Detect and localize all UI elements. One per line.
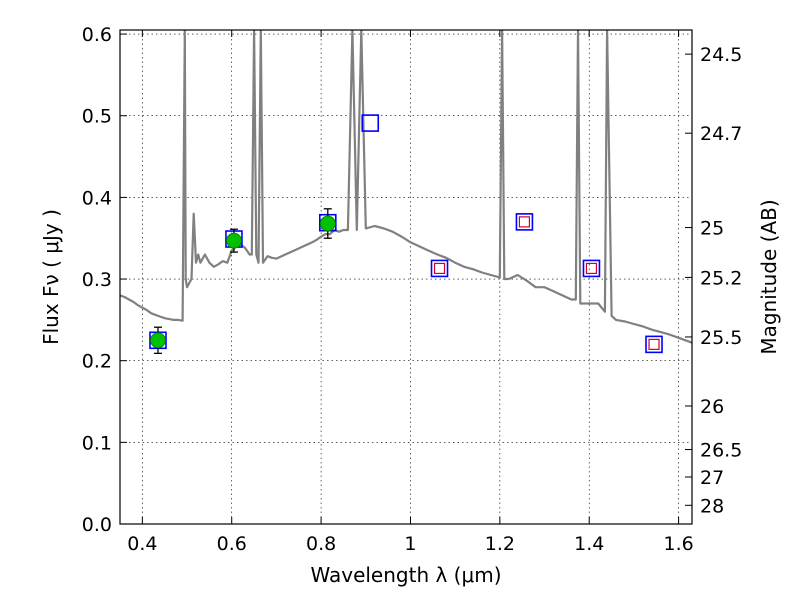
y-tick-label: 0.2 — [82, 351, 112, 373]
y-tick-label: 0.5 — [82, 106, 112, 128]
observed-flux-point — [226, 232, 242, 249]
y-tick-label: 0.0 — [82, 514, 112, 536]
model-flux-square — [515, 213, 534, 231]
mag-tick-label: 27 — [700, 467, 724, 489]
y2-axis-label: Magnitude (AB) — [757, 199, 781, 354]
model-flux-square — [582, 259, 601, 278]
mag-tick-label: 26.5 — [700, 440, 742, 462]
y-tick-label: 0.3 — [82, 269, 112, 291]
upper-limit-square — [518, 216, 531, 228]
mag-tick-label: 25 — [700, 218, 724, 240]
marker-layer — [149, 114, 663, 354]
y-tick-label: 0.4 — [82, 187, 112, 209]
mag-tick-label: 24.7 — [700, 123, 742, 145]
observed-flux-point — [150, 332, 166, 349]
x-tick-label: 0.6 — [217, 533, 247, 555]
model-flux-square — [430, 259, 449, 278]
upper-limit-square — [433, 262, 446, 275]
y-tick-label: 0.1 — [82, 432, 112, 454]
x-axis-label: Wavelength λ (μm) — [310, 563, 501, 587]
x-tick-label: 0.8 — [306, 533, 336, 555]
plot-area — [120, 30, 692, 354]
spectrum-layer — [120, 30, 692, 344]
x-tick-label: 0.4 — [127, 533, 157, 555]
upper-limit-square — [648, 338, 660, 350]
axis-ticks: 0.4 0.6 0.8 1 1.2 1.4 1.6 0.0 0.1 0.2 0.3 0.4 0.5 0.6… — [82, 24, 743, 555]
spectrum-line — [120, 30, 692, 344]
x-tick-label: 1 — [404, 533, 416, 555]
x-tick-label: 1.6 — [663, 533, 693, 555]
x-tick-label: 1.2 — [485, 533, 515, 555]
mag-tick-label: 25.2 — [700, 267, 742, 289]
model-flux-square — [645, 335, 663, 354]
observed-flux-point — [319, 215, 336, 232]
y-axis-label: Flux Fν ( μJy ) — [39, 209, 63, 345]
y-tick-label: 0.6 — [82, 24, 112, 46]
x-tick-label: 1.4 — [574, 533, 604, 555]
mag-tick-label: 26 — [700, 396, 724, 418]
mag-tick-label: 24.5 — [700, 44, 742, 66]
mag-tick-label: 25.5 — [700, 327, 742, 349]
upper-limit-square — [585, 262, 598, 275]
mag-tick-label: 28 — [700, 495, 724, 517]
model-flux-square — [361, 114, 380, 132]
